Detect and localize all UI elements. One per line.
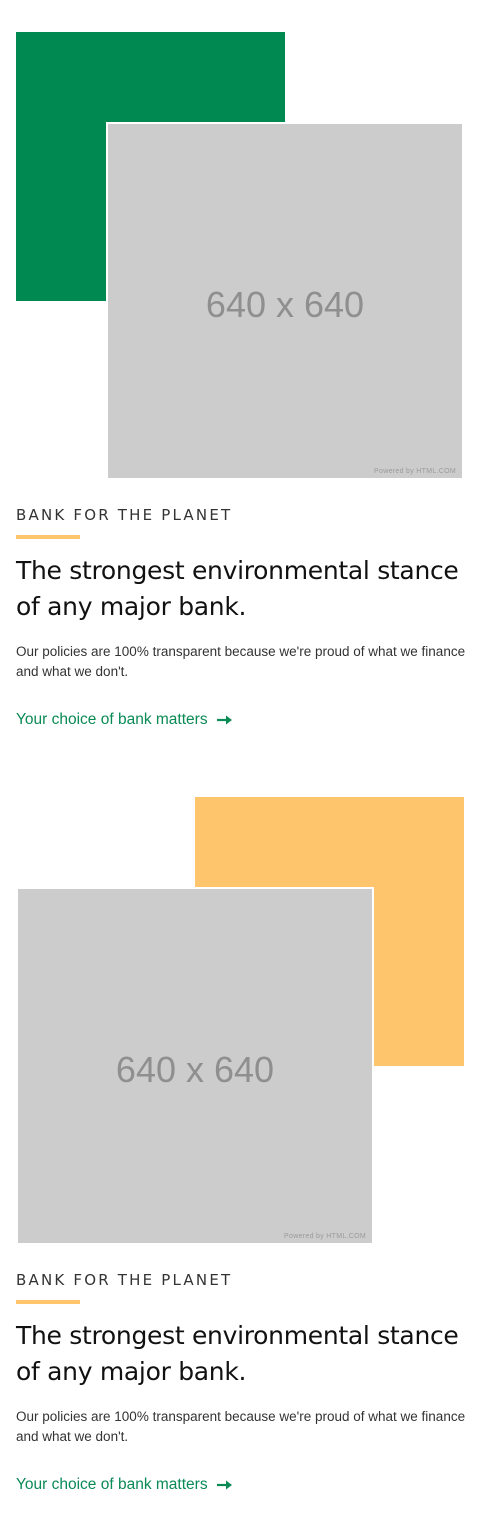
placeholder-image: 640 x 640 Powered by HTML.COM — [18, 889, 372, 1243]
promo-section-2: 640 x 640 Powered by HTML.COM BANK FOR T… — [0, 765, 480, 1530]
section-body-text: Our policies are 100% transparent becaus… — [16, 1409, 466, 1444]
arrow-right-icon — [216, 1480, 232, 1490]
section-headline: The strongest environmental stance of an… — [16, 556, 459, 621]
image-frame: 640 x 640 Powered by HTML.COM — [106, 122, 464, 480]
powered-by-label: Powered by HTML.COM — [284, 1233, 366, 1240]
section-headline: The strongest environmental stance of an… — [16, 1321, 459, 1386]
arrow-right-icon — [216, 715, 232, 725]
powered-by-label: Powered by HTML.COM — [374, 468, 456, 475]
cta-link[interactable]: Your choice of bank matters — [16, 1474, 232, 1496]
section-body-text: Our policies are 100% transparent becaus… — [16, 644, 466, 679]
eyebrow-label: BANK FOR THE PLANET — [16, 1271, 233, 1289]
placeholder-size-label: 640 x 640 — [115, 1049, 275, 1090]
eyebrow-label: BANK FOR THE PLANET — [16, 506, 233, 524]
cta-link-label: Your choice of bank matters — [16, 711, 208, 728]
eyebrow-underline — [16, 1300, 80, 1304]
image-frame: 640 x 640 Powered by HTML.COM — [16, 887, 374, 1245]
placeholder-image: 640 x 640 Powered by HTML.COM — [108, 124, 462, 478]
cta-link[interactable]: Your choice of bank matters — [16, 709, 232, 731]
eyebrow-underline — [16, 535, 80, 539]
placeholder-size-label: 640 x 640 — [205, 284, 365, 325]
cta-link-label: Your choice of bank matters — [16, 1476, 208, 1493]
promo-section-1: 640 x 640 Powered by HTML.COM BANK FOR T… — [16, 32, 466, 731]
